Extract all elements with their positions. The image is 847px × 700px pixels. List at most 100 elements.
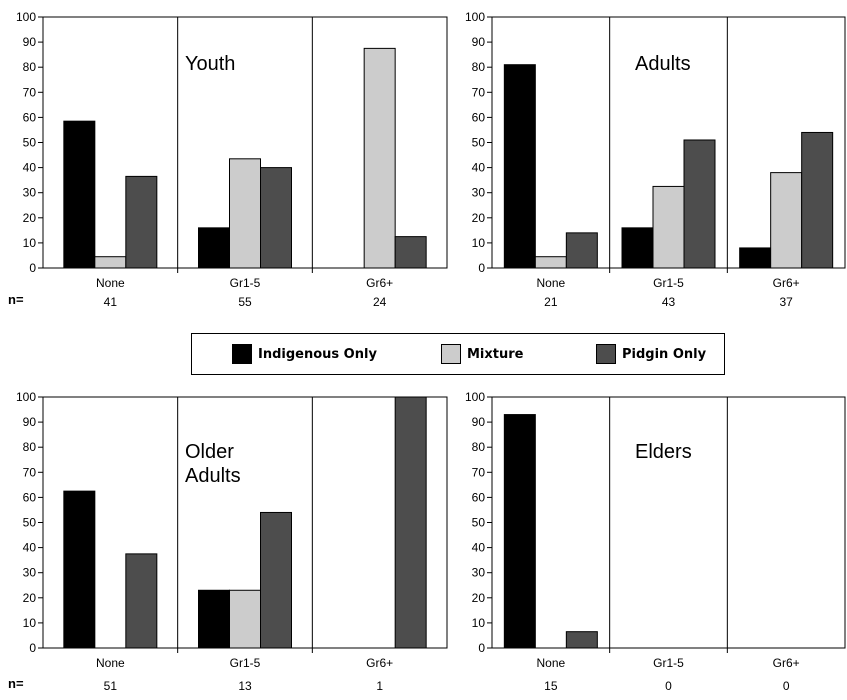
- panel-title-line: Adults: [185, 465, 241, 487]
- bar-youth-none-pidgin-only: [125, 175, 158, 269]
- y-tick-label: 80: [472, 60, 486, 74]
- n-value: 51: [104, 679, 118, 693]
- y-tick-label: 10: [23, 616, 37, 630]
- n-value: 1: [376, 679, 383, 693]
- bar-older-adults-gr6-pidgin-only: [394, 396, 427, 649]
- bar-youth-gr15-mixture: [229, 158, 261, 269]
- bar-youth-gr15-indigenous-only: [198, 227, 230, 269]
- bar-adults-none-mixture: [534, 256, 567, 269]
- y-tick-label: 10: [23, 236, 37, 250]
- y-tick-label: 70: [23, 85, 37, 99]
- panel-title: Adults: [635, 53, 691, 75]
- y-tick-label: 40: [23, 161, 37, 175]
- y-tick-label: 60: [472, 490, 486, 504]
- bar-older-adults-none-indigenous-only: [63, 490, 96, 649]
- y-tick-label: 100: [465, 390, 485, 404]
- x-category-label: None: [96, 276, 125, 290]
- y-tick-label: 40: [23, 541, 37, 555]
- bar-adults-gr6-mixture: [770, 172, 803, 269]
- n-value: 41: [104, 295, 118, 309]
- y-tick-label: 20: [472, 591, 486, 605]
- y-tick-label: 0: [478, 261, 485, 275]
- bar-adults-gr15-pidgin-only: [683, 139, 716, 269]
- y-tick-label: 30: [472, 566, 486, 580]
- bar-youth-gr6-pidgin-only: [394, 236, 427, 269]
- bar-youth-gr6-mixture: [363, 47, 396, 269]
- panel-title: Older Adults: [185, 441, 241, 487]
- y-tick-label: 30: [472, 186, 486, 200]
- y-tick-label: 80: [472, 440, 486, 454]
- y-tick-label: 50: [23, 136, 37, 150]
- panel-adults: 0 10 20 30 40 50 60 70 80 90 100 None 21 Gr1-5 43 Gr6+ 3…: [465, 10, 846, 309]
- y-tick-label: 0: [29, 641, 36, 655]
- bar-elders-none-indigenous-only: [503, 414, 536, 649]
- y-tick-label: 80: [23, 440, 37, 454]
- y-tick-label: 20: [23, 211, 37, 225]
- y-tick-label: 90: [472, 415, 486, 429]
- y-tick-label: 80: [23, 60, 37, 74]
- n-value: 0: [783, 679, 790, 693]
- n-value: 55: [238, 295, 252, 309]
- bar-adults-gr15-mixture: [652, 185, 685, 269]
- x-category-label: Gr6+: [366, 276, 393, 290]
- y-tick-label: 90: [472, 35, 486, 49]
- y-tick-label: 20: [23, 591, 37, 605]
- bar-elders-none-pidgin-only: [565, 631, 598, 649]
- bar-youth-gr15-pidgin-only: [260, 167, 292, 269]
- bar-youth-none-indigenous-only: [63, 120, 96, 269]
- y-tick-label: 70: [23, 465, 37, 479]
- x-category-label: None: [536, 656, 565, 670]
- panel-older-adults: 0 10 20 30 40 50 60 70 80 90 100 None 51 Gr1-5 13 Gr6+ 1…: [8, 390, 448, 693]
- x-category-label: Gr1-5: [230, 656, 261, 670]
- legend-swatch-pidgin: [596, 344, 616, 364]
- y-tick-label: 10: [472, 616, 486, 630]
- x-category-label: Gr6+: [773, 656, 800, 670]
- n-value: 37: [779, 295, 793, 309]
- y-tick-label: 100: [16, 10, 36, 24]
- x-category-label: Gr1-5: [230, 276, 261, 290]
- legend-swatch-mixture: [441, 344, 461, 364]
- bar-adults-gr15-indigenous-only: [621, 227, 654, 269]
- panel-title-line: Older: [185, 441, 234, 463]
- bar-older-adults-none-pidgin-only: [125, 553, 158, 649]
- legend-label-mixture: Mixture: [467, 346, 524, 362]
- x-category-label: Gr1-5: [653, 276, 684, 290]
- y-tick-label: 40: [472, 161, 486, 175]
- bar-adults-gr6-pidgin-only: [801, 131, 834, 269]
- y-tick-label: 90: [23, 35, 37, 49]
- y-tick-label: 100: [16, 390, 36, 404]
- y-tick-label: 100: [465, 10, 485, 24]
- panel-title: Elders: [635, 441, 692, 463]
- x-category-label: Gr6+: [366, 656, 393, 670]
- bar-adults-none-indigenous-only: [503, 64, 536, 269]
- panel-elders: 0 10 20 30 40 50 60 70 80 90 100 None 15 Gr1-5 0 Gr6+ 0 E…: [465, 390, 846, 693]
- y-tick-label: 50: [472, 136, 486, 150]
- bar-adults-none-pidgin-only: [565, 232, 598, 269]
- y-tick-label: 30: [23, 566, 37, 580]
- legend-item-indigenous: Indigenous Only: [232, 344, 377, 364]
- panel-youth: 0 10 20 30 40 50 60 70 80 90 100 None 41 Gr1-5 55 Gr6+ 2…: [8, 10, 448, 309]
- plot-frame: [491, 396, 846, 649]
- bar-older-adults-gr15-mixture: [229, 589, 261, 649]
- y-tick-label: 70: [472, 465, 486, 479]
- y-tick-label: 30: [23, 186, 37, 200]
- y-tick-label: 0: [478, 641, 485, 655]
- n-value: 13: [238, 679, 252, 693]
- n-value: 0: [665, 679, 672, 693]
- panel-title: Youth: [185, 53, 235, 75]
- x-category-label: Gr1-5: [653, 656, 684, 670]
- y-tick-label: 20: [472, 211, 486, 225]
- bar-youth-none-mixture: [94, 256, 127, 269]
- legend-item-mixture: Mixture: [441, 344, 523, 364]
- y-tick-label: 60: [23, 490, 37, 504]
- n-label: n=: [8, 676, 24, 691]
- y-tick-label: 70: [472, 85, 486, 99]
- y-tick-label: 10: [472, 236, 486, 250]
- y-tick-label: 50: [472, 516, 486, 530]
- n-value: 21: [544, 295, 558, 309]
- bar-older-adults-gr15-indigenous-only: [198, 589, 230, 649]
- y-tick-label: 40: [472, 541, 486, 555]
- y-tick-label: 60: [23, 110, 37, 124]
- x-category-label: None: [96, 656, 125, 670]
